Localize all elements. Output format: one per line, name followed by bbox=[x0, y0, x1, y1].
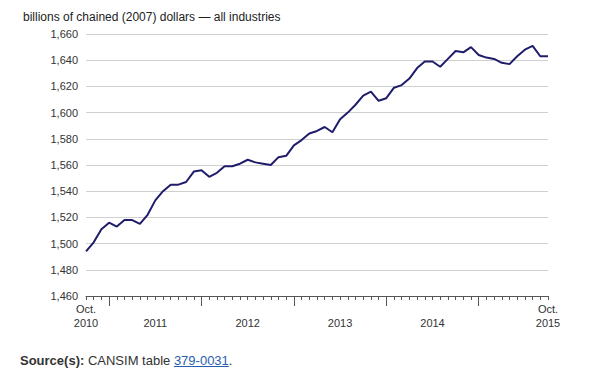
svg-text:1,560: 1,560 bbox=[50, 159, 78, 171]
html-text:Source(s): CANSIM table 379-00: Source(s): CANSIM table 379-0031. bbox=[20, 353, 233, 368]
svg-text:Oct.: Oct. bbox=[538, 303, 558, 315]
svg-text:2015: 2015 bbox=[536, 317, 560, 329]
svg-text:1,520: 1,520 bbox=[50, 211, 78, 223]
svg-text:1,600: 1,600 bbox=[50, 107, 78, 119]
svg-text:2011: 2011 bbox=[143, 317, 167, 329]
svg-text:1,620: 1,620 bbox=[50, 80, 78, 92]
svg-text:2013: 2013 bbox=[328, 317, 352, 329]
svg-text:1,480: 1,480 bbox=[50, 264, 78, 276]
svg-text:1,540: 1,540 bbox=[50, 185, 78, 197]
svg-text:2012: 2012 bbox=[235, 317, 259, 329]
svg-text:1,580: 1,580 bbox=[50, 133, 78, 145]
svg-text:billions of chained (2007) dol: billions of chained (2007) dollars — all… bbox=[23, 10, 280, 24]
svg-text:1,460: 1,460 bbox=[50, 290, 78, 302]
svg-text:1,640: 1,640 bbox=[50, 54, 78, 66]
svg-text:2010: 2010 bbox=[74, 317, 98, 329]
svg-text:Oct.: Oct. bbox=[76, 303, 96, 315]
svg-text:2014: 2014 bbox=[420, 317, 444, 329]
svg-text:1,500: 1,500 bbox=[50, 238, 78, 250]
svg-text:1,660: 1,660 bbox=[50, 28, 78, 40]
